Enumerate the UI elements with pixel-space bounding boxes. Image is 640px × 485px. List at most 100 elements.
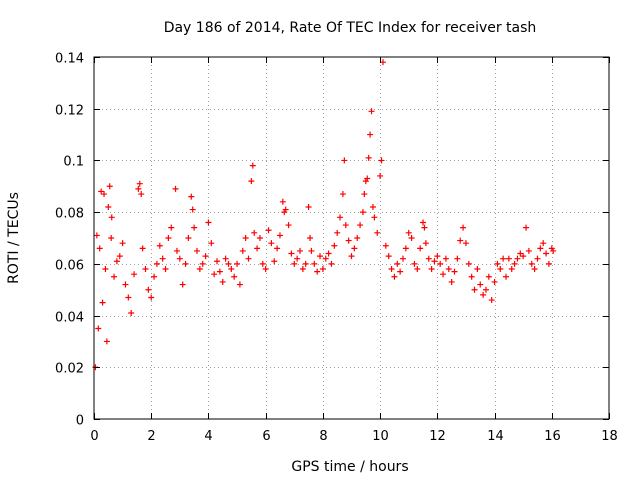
- data-point: [256, 235, 263, 241]
- data-point: [159, 255, 166, 262]
- data-point: [417, 245, 424, 252]
- data-point: [445, 266, 452, 273]
- data-point: [93, 232, 100, 239]
- data-point: [462, 240, 469, 247]
- data-point: [305, 203, 312, 210]
- data-point: [468, 273, 475, 280]
- data-point: [165, 235, 172, 241]
- data-point: [179, 281, 186, 288]
- y-axis-label: ROTI / TECUs: [6, 192, 22, 284]
- data-point: [540, 240, 547, 247]
- y-tick-label: 0: [76, 414, 84, 429]
- data-point: [102, 266, 109, 273]
- data-point: [385, 253, 392, 260]
- data-point: [400, 255, 406, 262]
- data-point: [342, 222, 349, 229]
- data-point: [474, 266, 481, 273]
- data-point: [297, 247, 303, 254]
- data-point: [274, 245, 281, 252]
- data-point: [425, 255, 432, 262]
- data-point: [142, 266, 149, 273]
- data-point: [457, 237, 464, 244]
- data-point: [394, 260, 401, 267]
- data-point: [288, 250, 295, 257]
- data-point: [151, 273, 158, 280]
- data-point: [514, 255, 521, 262]
- data-point: [550, 247, 557, 254]
- data-point: [431, 258, 438, 265]
- data-point: [108, 235, 115, 241]
- data-point: [135, 185, 142, 192]
- data-point: [125, 294, 132, 301]
- data-point: [251, 229, 258, 236]
- data-point: [364, 175, 371, 182]
- y-tick-label: 0.1: [63, 155, 84, 170]
- data-point: [116, 253, 123, 260]
- data-point: [337, 214, 344, 221]
- data-point: [311, 260, 318, 267]
- data-point: [189, 206, 196, 213]
- data-point: [103, 338, 110, 345]
- data-point: [477, 281, 484, 288]
- data-point: [95, 325, 102, 332]
- data-point: [101, 191, 108, 198]
- data-point: [482, 286, 489, 293]
- data-point: [276, 232, 283, 239]
- points-layer: [92, 59, 557, 371]
- data-point: [239, 247, 246, 254]
- data-point: [307, 235, 314, 241]
- y-tick-label: 0.08: [55, 207, 84, 222]
- data-point: [185, 235, 192, 241]
- data-point: [508, 266, 515, 273]
- data-point: [191, 224, 198, 231]
- data-point: [208, 240, 215, 247]
- data-point: [302, 260, 309, 267]
- data-point: [420, 219, 427, 226]
- data-point: [471, 286, 478, 293]
- data-point: [188, 193, 195, 200]
- data-point: [314, 268, 321, 275]
- data-point: [234, 260, 241, 267]
- data-point: [388, 266, 395, 273]
- data-point: [194, 247, 200, 254]
- data-point: [271, 258, 278, 265]
- data-point: [371, 214, 378, 221]
- data-point: [322, 255, 329, 262]
- data-point: [361, 191, 368, 198]
- x-tick-label: 10: [372, 429, 389, 444]
- data-point: [222, 255, 229, 262]
- data-point: [491, 278, 498, 285]
- data-point: [505, 255, 512, 262]
- data-point: [172, 185, 179, 192]
- data-point: [153, 260, 160, 267]
- data-point: [345, 237, 352, 244]
- y-tick-label: 0.02: [55, 362, 84, 377]
- grid-layer: [94, 57, 609, 419]
- data-point: [359, 209, 366, 216]
- data-point: [485, 273, 492, 280]
- data-point: [497, 266, 504, 273]
- data-point: [525, 247, 532, 254]
- data-point: [319, 266, 326, 273]
- data-point: [440, 271, 447, 278]
- data-point: [402, 245, 409, 252]
- data-point: [182, 260, 189, 267]
- data-point: [254, 245, 261, 252]
- data-point: [242, 235, 249, 241]
- data-point: [168, 224, 175, 231]
- data-point: [422, 240, 429, 247]
- data-point: [328, 260, 335, 267]
- data-point: [465, 260, 472, 267]
- x-tick-label: 2: [147, 429, 155, 444]
- data-point: [148, 294, 155, 301]
- data-point: [173, 247, 180, 254]
- data-point: [225, 260, 232, 267]
- data-point: [534, 255, 541, 262]
- data-point: [317, 253, 324, 260]
- data-point: [136, 180, 143, 187]
- data-point: [138, 191, 145, 198]
- data-point: [231, 273, 238, 280]
- data-point: [451, 268, 458, 275]
